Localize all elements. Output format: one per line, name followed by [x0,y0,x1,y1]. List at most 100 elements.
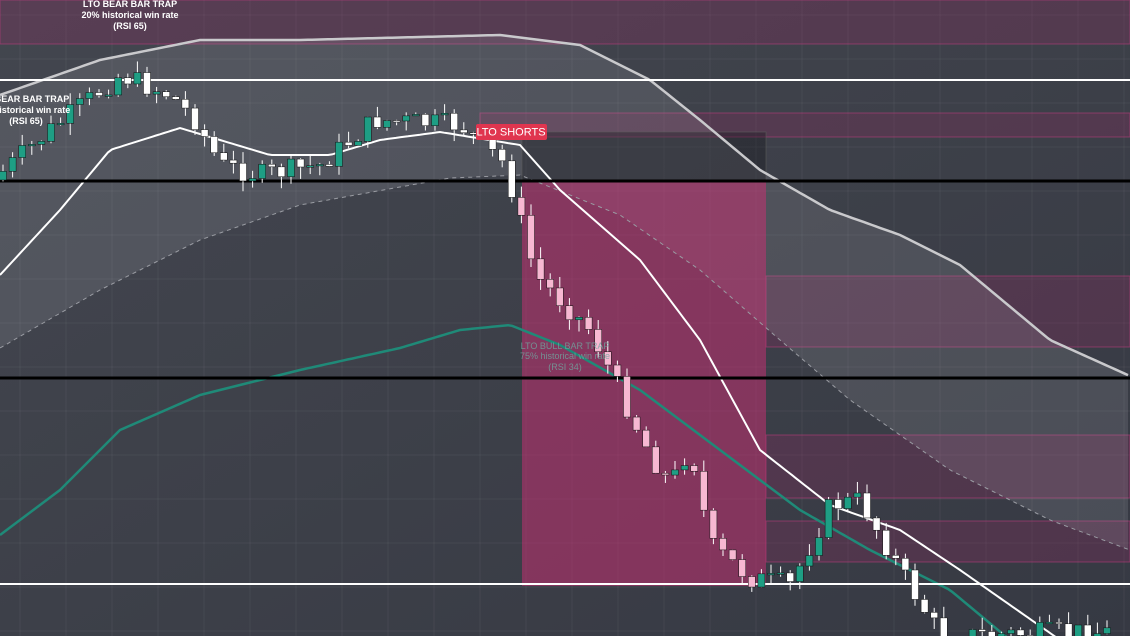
candle-body [412,114,420,117]
candle-body [191,107,199,130]
candle-body [536,258,545,280]
candle-body [460,129,468,134]
candle-body [565,305,574,321]
candle-body [690,465,698,472]
candle-body [709,509,718,539]
candle-body [1016,629,1025,636]
candle-body [325,164,334,167]
candle-body [661,472,670,476]
candle-body [268,163,276,168]
candle-body [133,72,142,85]
candle-body [18,145,26,158]
candle-body [229,159,238,164]
candle-body [728,549,737,560]
candle-body [287,158,295,177]
candle-body [1074,624,1082,636]
candle-body [181,99,190,109]
candle-body [114,77,122,96]
stop-zone [521,131,767,182]
candle-body [680,465,689,471]
candle-body [613,364,622,377]
candle-body [978,629,986,632]
candle-body [296,158,305,168]
candle-body [584,317,593,330]
candle-body [316,164,324,167]
candle-body [200,129,209,137]
candle-body [671,469,679,476]
trap-win-rate: historical win rate [0,105,70,115]
supply-zone [765,434,1130,499]
candle-body [28,144,36,147]
trap-win-rate: 20% historical win rate [81,10,178,20]
candle-body [748,576,756,588]
cloud [0,35,1128,550]
candle-body [738,559,746,577]
cloud-upper [0,33,1129,377]
indicator-lines [0,33,1129,636]
candle-body [911,569,919,600]
candle-body [402,115,410,122]
trap-title: LTO BEAR BAR TRAP [83,0,177,9]
candle-body [767,573,775,576]
trap-title: BEAR BAR TRAP [0,94,69,104]
trap-rsi: (RSI 65) [9,116,43,126]
candle-body [882,529,890,556]
annotations: LTO BEAR BAR TRAP 20% historical win rat… [0,0,610,372]
candle-body [162,91,170,97]
candle-body [1045,621,1054,624]
candle-body [104,94,113,97]
trap-rsi: (RSI 34) [548,362,582,372]
candle-body [863,492,871,519]
candle-body [901,558,910,571]
candle-body [872,517,881,531]
candle-body [594,329,602,353]
zones [0,0,1130,563]
candle-body [37,141,46,145]
candle-body [1093,633,1102,636]
candle-body [652,446,660,474]
candle-body [373,116,382,128]
candle-body [968,629,977,636]
candle-body [248,178,257,182]
candle-body [853,492,862,498]
candle-body [210,136,218,154]
shorts-label: LTO SHORTS [476,127,545,139]
target-zone [522,181,766,586]
candle-body [930,612,938,619]
candle-body [988,631,996,636]
candle-body [47,123,55,142]
candle-body [623,376,631,418]
candle-body [757,573,766,588]
candle-body [306,165,314,168]
candle-body [1007,629,1015,634]
teal-average [0,323,1008,636]
moving-average [0,126,1057,636]
candle-body [940,617,948,636]
candle-body [344,141,353,146]
candles [0,61,1111,636]
supply-zone [0,0,1130,45]
candle-body [239,162,247,182]
candle-body [632,416,641,431]
candle-body [1064,623,1073,636]
candle-body [700,471,708,511]
candle-body [575,317,583,321]
candle-body [527,215,535,260]
candle-body [258,163,266,179]
shorts-label-bg [476,124,547,140]
candle-body [892,555,900,559]
candle-body [997,633,1006,636]
candle-body [556,287,564,306]
candle-body [440,113,449,116]
candle-body [277,166,286,177]
candle-body [834,499,842,509]
trap-win-rate: 75% historical win rate [520,351,610,361]
candle-body [508,160,516,198]
candle-body [844,496,852,509]
trap-rsi: (RSI 65) [113,21,147,31]
candle-body [354,141,362,146]
candle-body [383,120,391,128]
